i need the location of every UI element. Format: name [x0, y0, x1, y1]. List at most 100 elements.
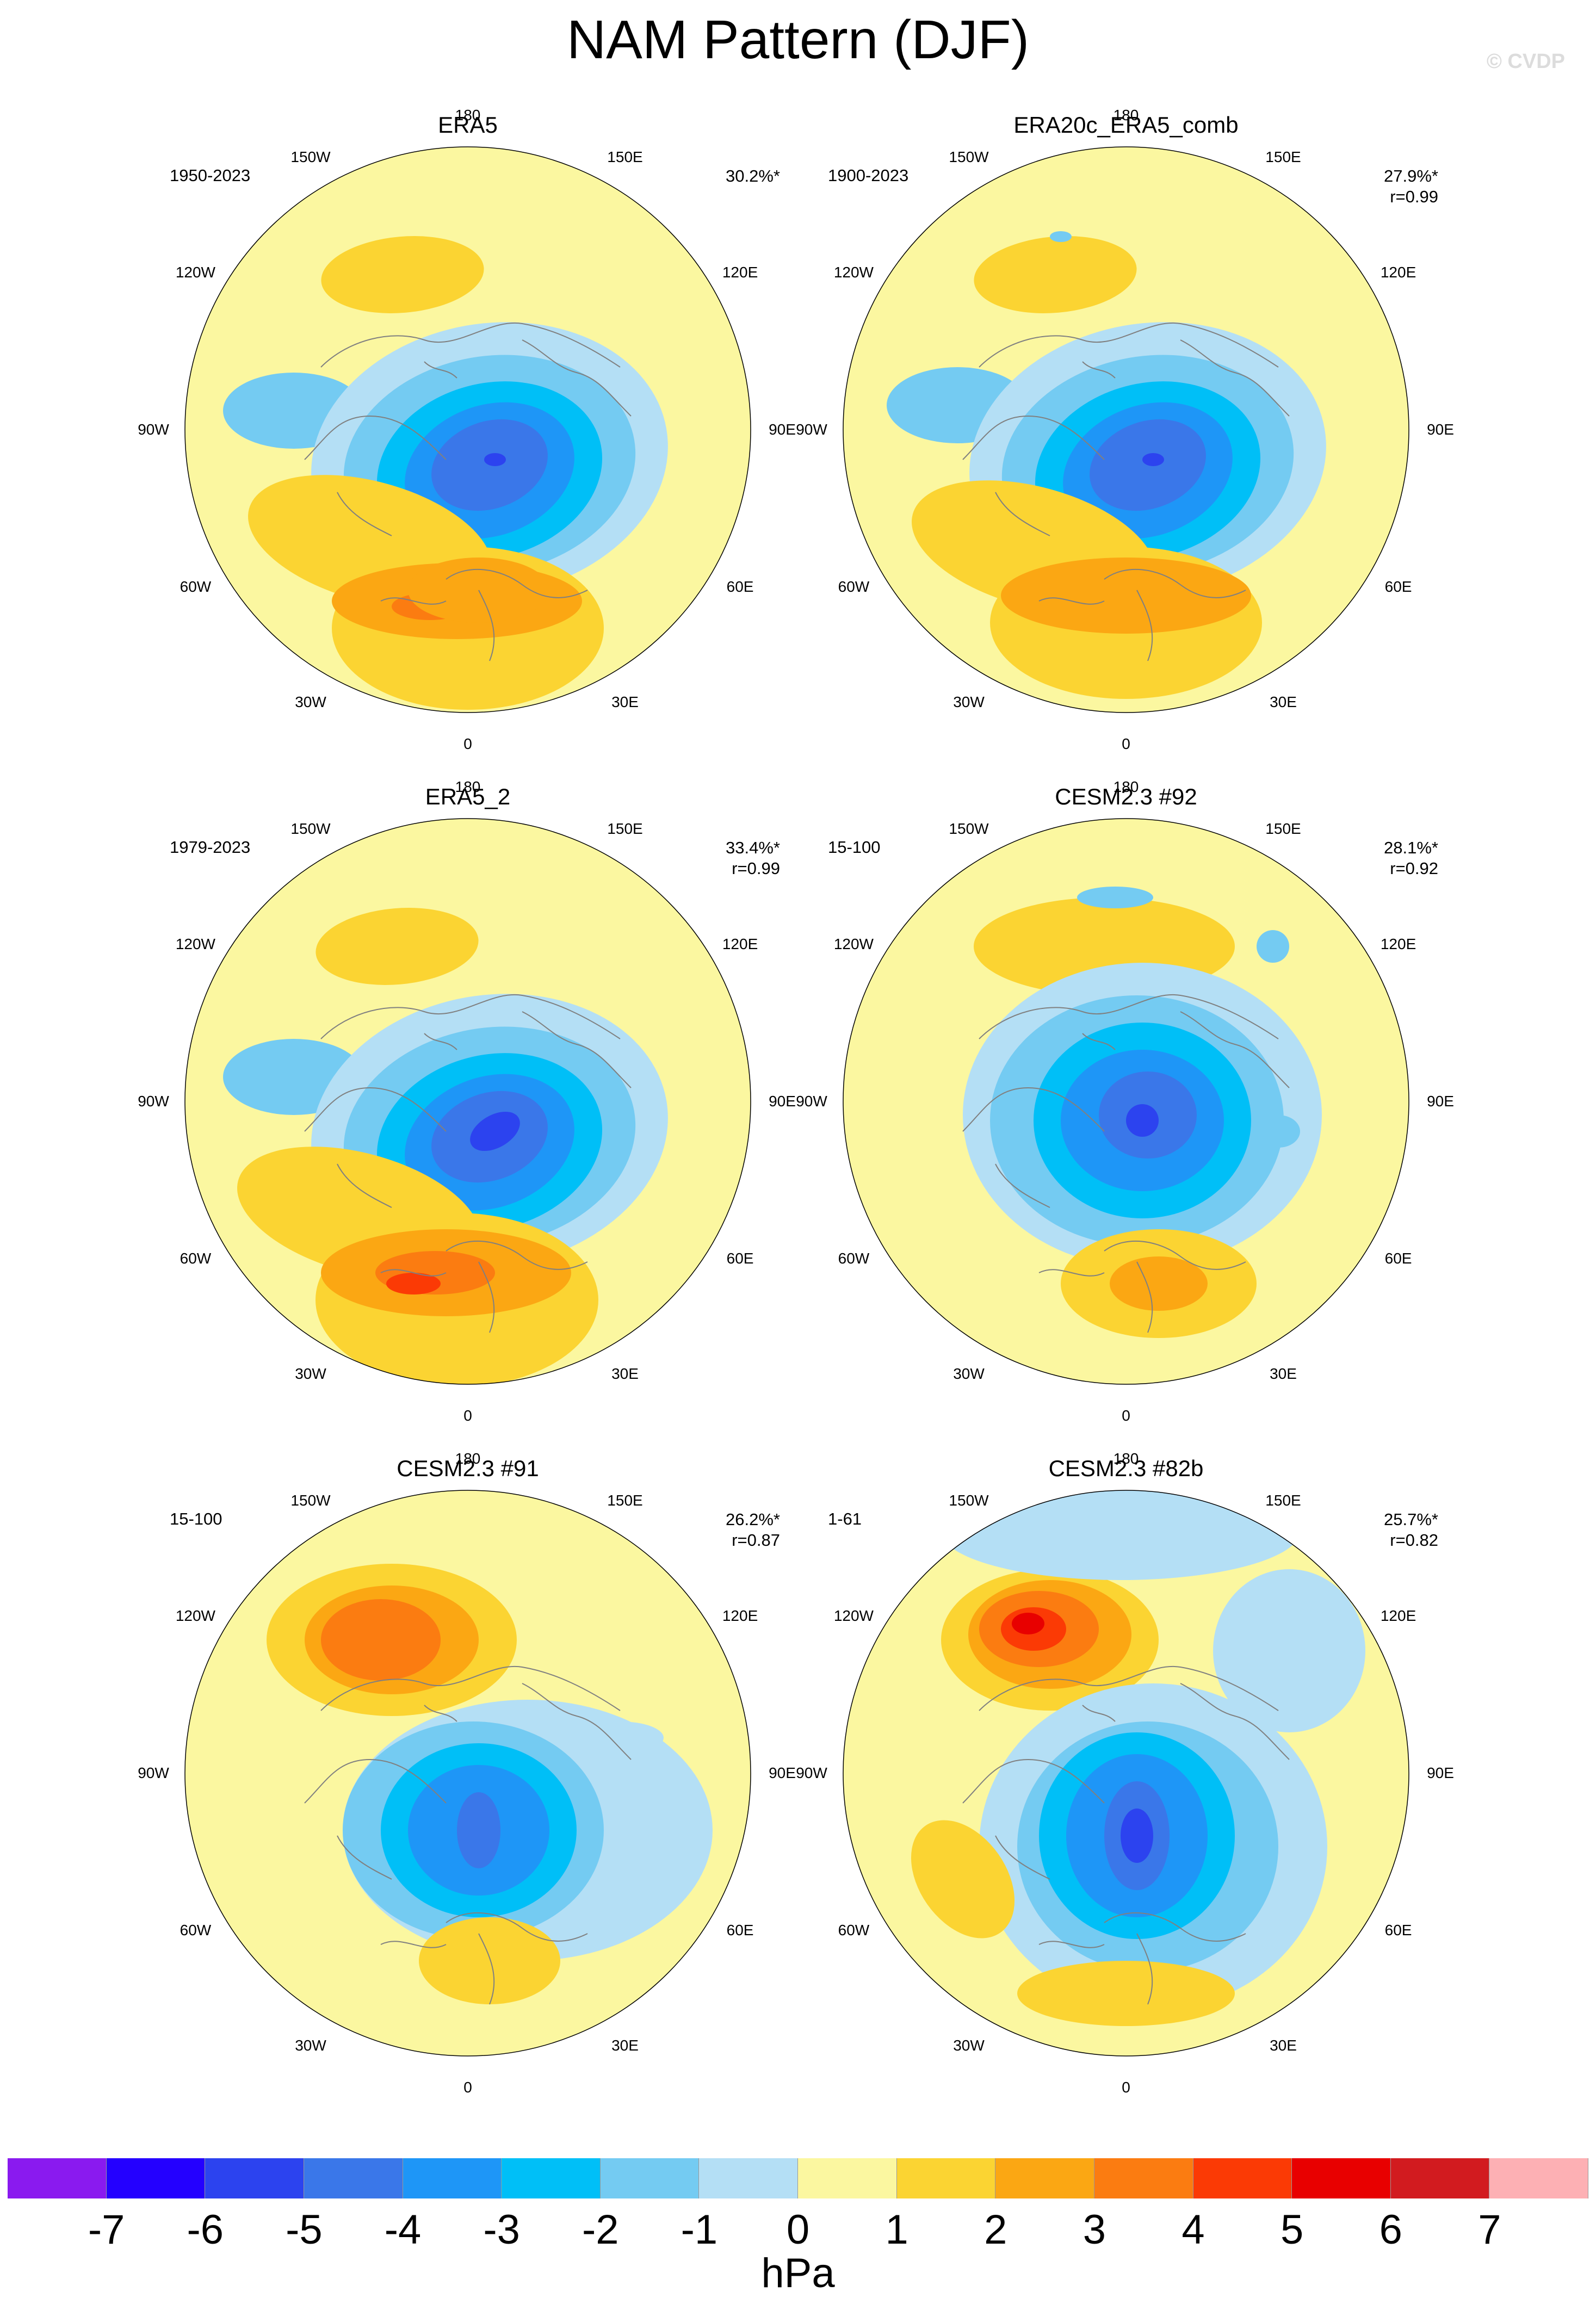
colorbar-swatch [1094, 2158, 1193, 2198]
longitude-label: 150E [1265, 148, 1301, 166]
contour-region [1126, 1104, 1159, 1137]
colorbar [8, 2158, 1588, 2198]
variance-explained: 27.9%* [1384, 166, 1438, 185]
colorbar-tick-label: 3 [1082, 2207, 1106, 2253]
longitude-label: 60E [1384, 578, 1412, 595]
longitude-label: 90E [1427, 1093, 1454, 1110]
colorbar-tick-label: 5 [1280, 2207, 1304, 2253]
contour-region [911, 1820, 1015, 1938]
variance-explained: 33.4%* [726, 838, 780, 857]
map-panel: ERA20c_ERA5_comb 1900-2023 27.9%* r=0.99 180… [796, 107, 1454, 752]
colorbar-swatch [205, 2158, 304, 2198]
colorbar-tick-label: 2 [984, 2207, 1007, 2253]
coastline [1082, 1033, 1116, 1050]
coastline [1104, 1240, 1246, 1270]
coastline [478, 1933, 495, 2005]
contour-region [316, 908, 479, 985]
colorbar-swatch [798, 2158, 897, 2198]
longitude-label: 60W [838, 578, 870, 595]
longitude-label: 60E [1384, 1250, 1412, 1267]
variance-explained: 25.7%* [1384, 1510, 1438, 1529]
coastline [446, 1240, 588, 1270]
coastline [979, 1665, 1279, 1711]
panel-period: 15-100 [828, 838, 881, 857]
longitude-label: 30E [611, 1365, 639, 1382]
longitude-label: 60W [180, 578, 212, 595]
panel-title: CESM2.3 #82b [1048, 1456, 1204, 1481]
contour-region [974, 236, 1137, 313]
longitude-label: 30E [611, 2036, 639, 2054]
colorbar-tick-label: -3 [483, 2207, 520, 2253]
contour-region [1121, 1808, 1153, 1863]
longitude-label: 150W [949, 148, 989, 166]
contour-region [1077, 887, 1153, 908]
map-border [843, 146, 1409, 713]
pattern-correlation: r=0.82 [1390, 1531, 1438, 1550]
colorbar-swatch [600, 2158, 700, 2198]
map-border [843, 818, 1409, 1385]
panel-period: 15-100 [170, 1509, 222, 1528]
longitude-label: 120W [175, 936, 215, 952]
coastline [522, 339, 632, 417]
longitude-label: 90E [1427, 1764, 1454, 1781]
coastline [304, 1758, 447, 1804]
longitude-label: 90E [769, 1093, 796, 1110]
longitude-label: 0 [1122, 1407, 1130, 1424]
panel-stats: 26.2%* r=0.87 [726, 1509, 780, 1551]
colorbar-swatch [106, 2158, 206, 2198]
longitude-label: 90W [796, 1093, 827, 1110]
longitude-label: 60W [838, 1250, 870, 1267]
contour-region [1110, 1256, 1208, 1311]
coastline [962, 1758, 1105, 1804]
contour-region [1257, 930, 1289, 963]
panel-stats: 27.9%* r=0.99 [1384, 166, 1438, 207]
coastline [995, 492, 1050, 536]
longitude-label: 60E [1384, 1922, 1412, 1938]
coastline [962, 1087, 1105, 1132]
map-panel: CESM2.3 #92 15-100 28.1%* r=0.92 180 150E 120E… [796, 778, 1454, 1424]
colorbar-tick-label: -2 [582, 2207, 619, 2253]
contour-region [1050, 231, 1072, 242]
colorbar-tick-label: 1 [885, 2207, 908, 2253]
coastline [1180, 339, 1290, 417]
longitude-label: 0 [463, 2079, 472, 2096]
coastline [380, 597, 447, 605]
coastline [424, 361, 457, 379]
panel-period: 1900-2023 [828, 166, 909, 185]
map-panel: CESM2.3 #82b 1-61 25.7%* r=0.82 180 150E 120E 9… [796, 1450, 1454, 2096]
longitude-label: 180 [1113, 107, 1139, 123]
longitude-label: 30E [1270, 2036, 1297, 2054]
polar-map [843, 146, 1409, 713]
coastline [1104, 568, 1246, 598]
colorbar-swatch [8, 2158, 107, 2198]
coastline [424, 1705, 457, 1722]
colorbar-tick-label: -7 [88, 2207, 125, 2253]
figure-title: NAM Pattern (DJF) [566, 9, 1030, 70]
coastline [320, 1665, 621, 1711]
longitude-label: 180 [455, 107, 481, 123]
coastline [522, 1683, 632, 1760]
colorbar-swatch [502, 2158, 601, 2198]
polar-map [843, 818, 1409, 1385]
panel-title: CESM2.3 #91 [397, 1456, 539, 1481]
panel-title: ERA5 [438, 112, 498, 138]
panel-stats: 28.1%* r=0.92 [1384, 838, 1438, 879]
coastline [304, 1087, 447, 1132]
colorbar-swatch [1193, 2158, 1292, 2198]
copyright-watermark: © CVDP [1486, 50, 1565, 73]
colorbar-swatch [1292, 2158, 1391, 2198]
colorbar-swatch [1489, 2158, 1588, 2198]
coastline [979, 322, 1279, 368]
map-border [184, 1490, 751, 2057]
polar-map [184, 146, 751, 713]
map-border [184, 818, 751, 1385]
pattern-correlation: r=0.99 [732, 859, 780, 878]
longitude-label: 150W [290, 148, 331, 166]
longitude-label: 180 [1113, 1450, 1139, 1467]
longitude-label: 180 [455, 1450, 481, 1467]
longitude-label: 30E [1270, 1365, 1297, 1382]
panel-stats: 25.7%* r=0.82 [1384, 1509, 1438, 1551]
coastline [446, 568, 588, 598]
longitude-label: 90E [769, 421, 796, 438]
panel-title: ERA20c_ERA5_comb [1013, 112, 1239, 138]
